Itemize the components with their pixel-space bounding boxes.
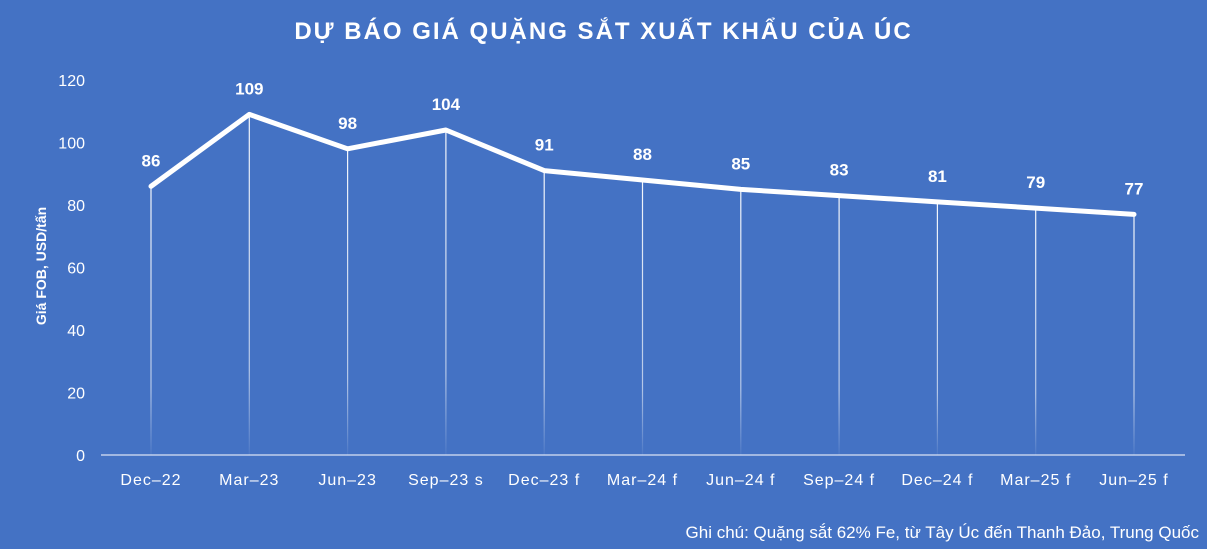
x-tick-label: Dec–23 f <box>508 472 580 489</box>
data-label: 83 <box>830 161 849 180</box>
x-tick-label: Sep–24 f <box>803 472 875 489</box>
y-tick-label: 120 <box>58 73 85 90</box>
data-label: 85 <box>731 154 750 173</box>
data-label: 81 <box>928 167 947 186</box>
drop-line <box>445 130 447 455</box>
footnote: Ghi chú: Quặng sắt 62% Fe, từ Tây Úc đến… <box>685 523 1199 542</box>
y-tick-label: 60 <box>67 261 85 278</box>
drop-line <box>543 170 545 455</box>
y-tick-label: 100 <box>58 136 85 153</box>
y-axis-title: Giá FOB, USD/tấn <box>33 207 49 325</box>
data-label: 109 <box>235 79 263 98</box>
data-label: 79 <box>1026 173 1045 192</box>
data-label: 98 <box>338 114 357 133</box>
data-label: 77 <box>1125 179 1144 198</box>
y-tick-label: 80 <box>67 198 85 215</box>
drop-line <box>936 201 938 455</box>
data-label: 104 <box>432 95 461 114</box>
x-tick-label: Mar–25 f <box>1000 472 1071 489</box>
x-tick-label: Sep–23 s <box>408 472 484 489</box>
drop-line <box>150 186 152 455</box>
data-label: 86 <box>142 151 161 170</box>
x-tick-label: Jun–24 f <box>706 472 775 489</box>
x-tick-label: Dec–22 <box>120 472 181 489</box>
x-tick-label: Mar–23 <box>219 472 279 489</box>
drop-line <box>347 148 349 455</box>
x-tick-label: Mar–24 f <box>607 472 678 489</box>
data-label: 91 <box>535 136 554 155</box>
y-tick-label: 20 <box>67 386 85 403</box>
drop-line <box>248 114 250 455</box>
drop-line <box>740 189 742 455</box>
x-tick-label: Dec–24 f <box>901 472 973 489</box>
x-tick-label: Jun–25 f <box>1099 472 1168 489</box>
data-label: 88 <box>633 145 652 164</box>
chart-title: DỰ BÁO GIÁ QUẶNG SẮT XUẤT KHẨU CỦA ÚC <box>294 18 913 45</box>
drop-line <box>1035 208 1037 455</box>
y-tick-label: 0 <box>76 448 85 465</box>
drop-line <box>641 180 644 455</box>
x-tick-label: Jun–23 <box>318 472 377 489</box>
drop-line <box>838 195 840 455</box>
y-tick-label: 40 <box>67 323 85 340</box>
series-line <box>148 111 1137 217</box>
drop-line <box>1133 214 1135 455</box>
